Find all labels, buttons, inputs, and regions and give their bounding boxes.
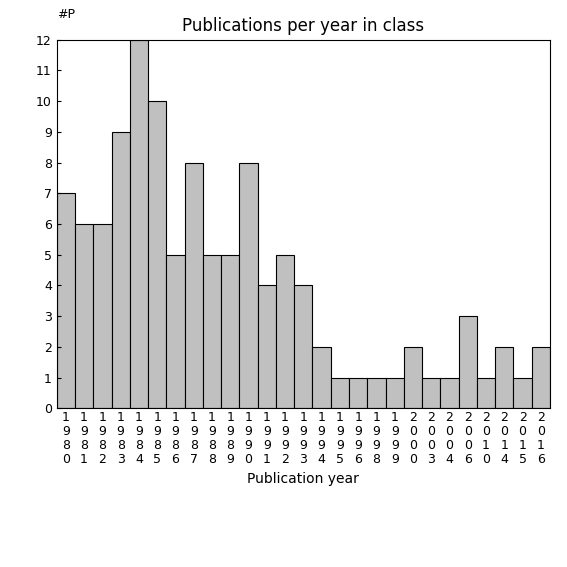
Bar	[239, 163, 257, 408]
Bar	[404, 347, 422, 408]
Bar	[349, 378, 367, 408]
Bar	[367, 378, 386, 408]
Bar	[257, 285, 276, 408]
Bar	[477, 378, 495, 408]
Bar	[331, 378, 349, 408]
Bar	[112, 132, 130, 408]
Bar	[532, 347, 550, 408]
Bar	[386, 378, 404, 408]
Bar	[166, 255, 185, 408]
Bar	[75, 224, 93, 408]
Text: #P: #P	[57, 9, 75, 21]
Bar	[185, 163, 203, 408]
Bar	[57, 193, 75, 408]
Bar	[441, 378, 459, 408]
Bar	[221, 255, 239, 408]
Title: Publications per year in class: Publications per year in class	[182, 18, 425, 35]
Bar	[276, 255, 294, 408]
Bar	[312, 347, 331, 408]
Bar	[203, 255, 221, 408]
Bar	[514, 378, 532, 408]
Bar	[459, 316, 477, 408]
X-axis label: Publication year: Publication year	[247, 472, 359, 485]
Bar	[294, 285, 312, 408]
Bar	[422, 378, 441, 408]
Bar	[495, 347, 514, 408]
Bar	[93, 224, 112, 408]
Bar	[148, 101, 166, 408]
Bar	[130, 40, 148, 408]
